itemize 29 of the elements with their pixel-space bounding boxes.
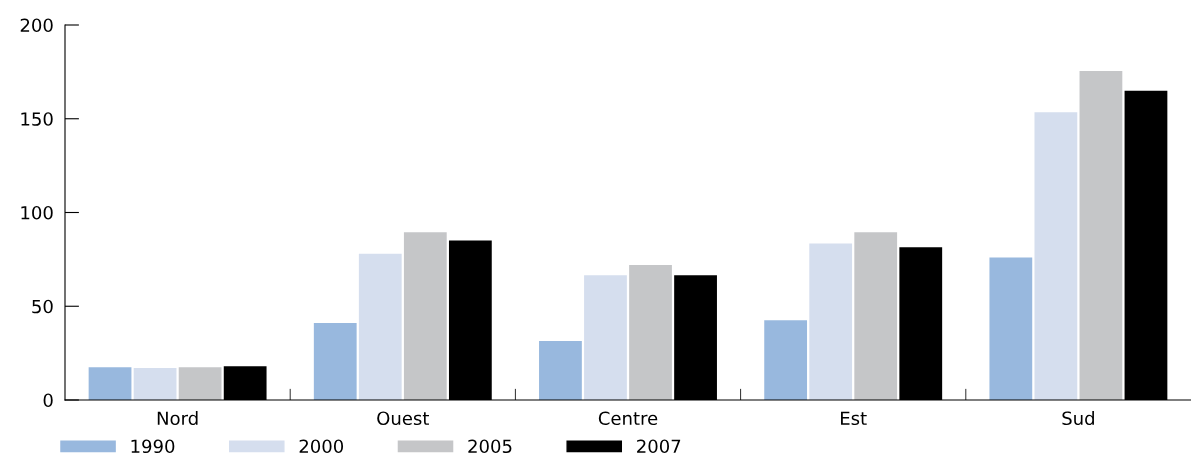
bar xyxy=(403,232,447,400)
x-tick-label: Centre xyxy=(598,411,658,426)
bar xyxy=(88,367,132,400)
legend-label: 2000 xyxy=(299,439,344,454)
x-tick-label: Nord xyxy=(157,411,198,426)
bar xyxy=(178,367,222,400)
bar xyxy=(313,323,357,400)
bar xyxy=(629,265,672,400)
bar xyxy=(133,368,177,400)
x-tick-label: Sud xyxy=(1062,411,1094,426)
bar xyxy=(584,275,627,400)
bar xyxy=(1079,70,1123,400)
legend-label: 2007 xyxy=(637,439,681,454)
bar xyxy=(989,257,1033,400)
y-tick-label: 150 xyxy=(21,112,53,126)
bar xyxy=(1034,112,1078,400)
bar xyxy=(764,320,808,400)
legend-label: 2005 xyxy=(468,439,512,454)
x-tick-label: Ouest xyxy=(377,411,429,426)
y-tick-label: 50 xyxy=(32,299,53,314)
x-tick-label: Est xyxy=(841,411,867,426)
legend-label: 1990 xyxy=(131,439,175,454)
bar xyxy=(539,340,582,400)
y-tick-label: 0 xyxy=(43,393,53,408)
bar xyxy=(809,243,853,400)
bar xyxy=(854,232,898,400)
y-tick-label: 200 xyxy=(20,18,53,33)
y-tick-label: 100 xyxy=(21,205,53,220)
bar xyxy=(358,253,402,400)
